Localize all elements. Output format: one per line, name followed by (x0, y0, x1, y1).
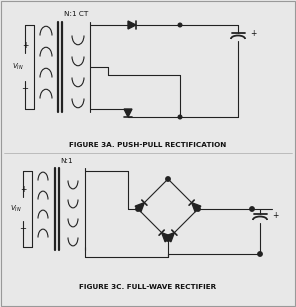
Text: FIGURE 3A. PUSH-PULL RECTIFICATION: FIGURE 3A. PUSH-PULL RECTIFICATION (69, 142, 227, 148)
Polygon shape (124, 109, 132, 117)
Circle shape (166, 237, 170, 241)
Circle shape (250, 207, 254, 211)
Circle shape (178, 115, 182, 119)
Polygon shape (135, 203, 144, 212)
Circle shape (196, 207, 200, 211)
Text: +: + (22, 41, 28, 50)
Circle shape (136, 207, 140, 211)
Polygon shape (162, 233, 171, 242)
Text: N:1: N:1 (60, 158, 73, 164)
Polygon shape (165, 233, 174, 242)
Text: +: + (20, 185, 26, 194)
Circle shape (178, 23, 182, 27)
Text: N:1 CT: N:1 CT (64, 11, 88, 17)
Text: −: − (22, 84, 28, 93)
Text: −: − (20, 224, 27, 233)
Circle shape (166, 177, 170, 181)
Text: $V_{IN}$: $V_{IN}$ (12, 62, 24, 72)
Polygon shape (192, 203, 201, 212)
Text: +: + (250, 29, 256, 38)
Text: $V_{IN}$: $V_{IN}$ (10, 204, 22, 214)
Text: FIGURE 3C. FULL-WAVE RECTIFIER: FIGURE 3C. FULL-WAVE RECTIFIER (79, 284, 217, 290)
Circle shape (258, 252, 262, 256)
Text: +: + (272, 212, 278, 220)
Polygon shape (128, 21, 136, 29)
